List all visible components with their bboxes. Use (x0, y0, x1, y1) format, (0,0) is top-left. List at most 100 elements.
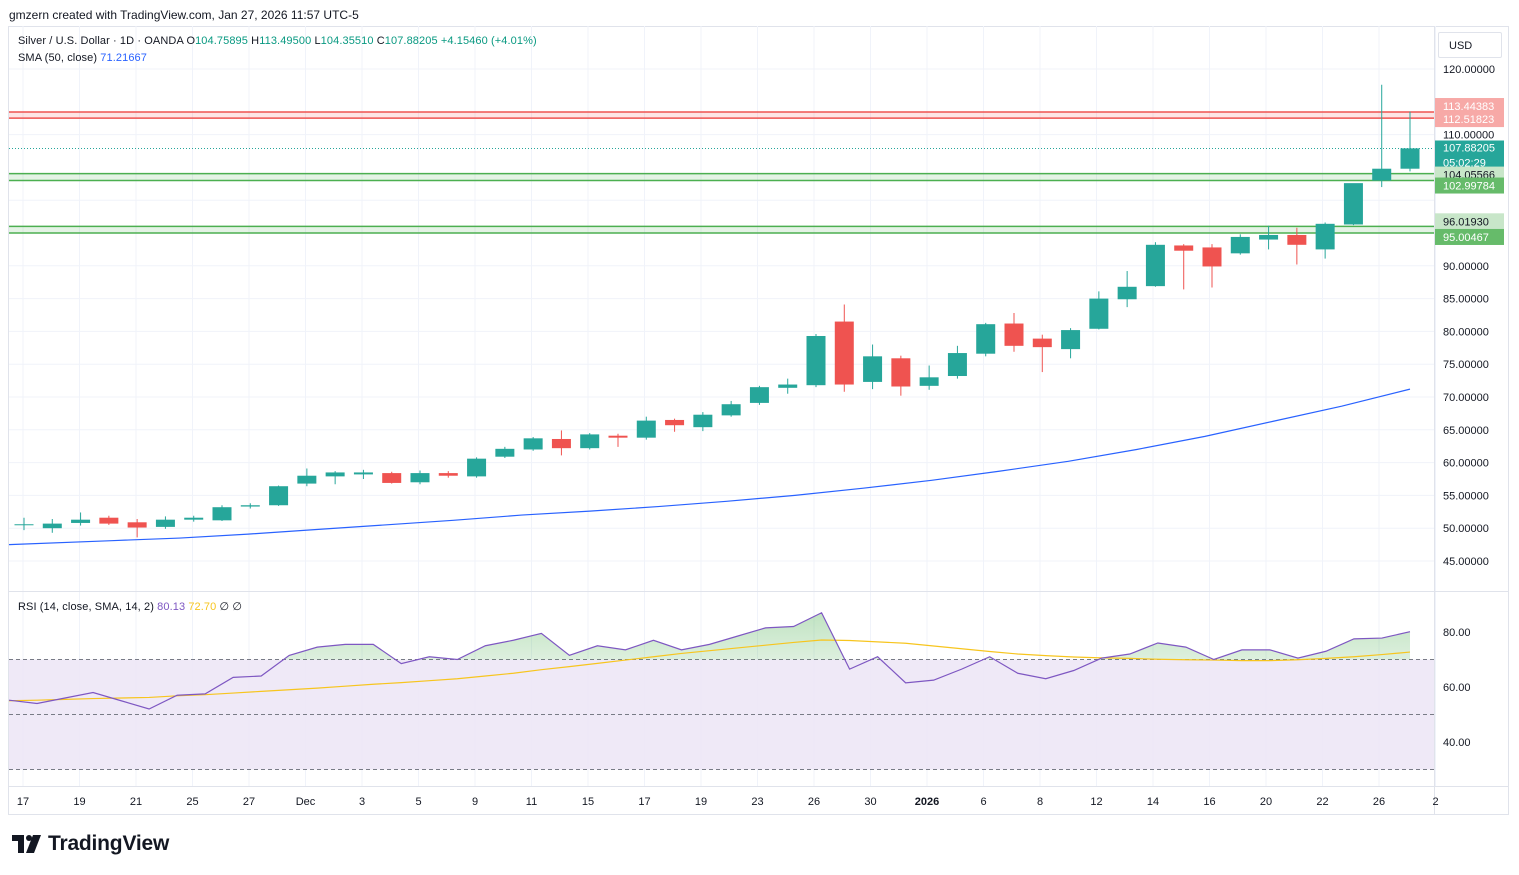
resistance-label-2-bg (1435, 111, 1504, 128)
rsi-extra-1: ∅ (219, 601, 230, 613)
candle-body (99, 517, 119, 524)
time-tick-label: Dec (296, 796, 316, 808)
candle-up (212, 505, 232, 521)
candle-body (1174, 245, 1194, 251)
time-tick-label: 16 (1203, 796, 1215, 808)
candle-body (947, 353, 967, 377)
time-tick-label: 25 (186, 796, 198, 808)
time-tick-label: 2 (1432, 796, 1438, 808)
time-tick-label: 14 (1147, 796, 1159, 808)
rsi-tick-label: 60.00 (1443, 682, 1471, 694)
candle-body (1287, 234, 1307, 245)
rsi-ma-value: 72.70 (188, 601, 217, 613)
support-zone-upper-fill (9, 173, 1434, 181)
rsi-label[interactable]: RSI (14, close, SMA, 14, 2) (18, 601, 154, 613)
candle-body (1315, 223, 1335, 250)
candle-body (806, 335, 826, 386)
time-tick-label: 19 (695, 796, 707, 808)
price-tick-label: 55.00000 (1443, 490, 1489, 502)
time-tick-label: 3 (359, 796, 365, 808)
candle-body (580, 434, 600, 449)
candle-down (1004, 313, 1024, 352)
candle-body (1230, 236, 1250, 254)
candle-body (240, 505, 260, 507)
candle-down (99, 515, 119, 525)
candle-body (353, 472, 373, 475)
candle-up (1315, 222, 1335, 259)
candle-up (1089, 291, 1109, 330)
sma-value: 71.21667 (100, 52, 147, 64)
candle-up (1145, 242, 1165, 287)
rsi-band-fill (9, 659, 1434, 770)
time-tick-label: 12 (1090, 796, 1102, 808)
candle-up (269, 485, 289, 506)
time-tick-label: 19 (73, 796, 85, 808)
candle-up (467, 457, 487, 478)
support-label-3: 96.01930 (1443, 216, 1489, 228)
symbol-title[interactable]: Silver / U.S. Dollar · 1D · OANDA (18, 35, 184, 47)
candle-body (410, 473, 430, 483)
candle-body (467, 458, 487, 477)
rsi-line (8, 611, 1411, 710)
candle-body (71, 519, 91, 523)
candles (14, 84, 1420, 538)
close-value: 107.88205 (384, 35, 438, 47)
last-price-label: 107.88205 (1443, 142, 1495, 154)
candle-body (551, 438, 571, 449)
chart-caption: gmzern created with TradingView.com, Jan… (9, 8, 359, 22)
candle-up (495, 446, 515, 459)
candle-up (1230, 234, 1250, 255)
candle-body (14, 524, 34, 526)
price-tick-label: 110.00000 (1443, 130, 1494, 142)
price-tick-label: 80.00000 (1443, 326, 1489, 338)
candle-down (1174, 244, 1194, 290)
time-tick-label: 22 (1316, 796, 1328, 808)
candle-up (353, 469, 373, 479)
price-tick-label: 85.00000 (1443, 294, 1489, 306)
candle-up (580, 433, 600, 450)
high-label: H (251, 35, 260, 47)
candle-up (1372, 84, 1392, 188)
candle-up (1343, 183, 1363, 226)
candle-up (1061, 328, 1081, 359)
rsi-ma-line (8, 639, 1411, 702)
candle-body (721, 404, 741, 416)
support-label-2: 102.99784 (1443, 181, 1495, 193)
time-tick-label: 17 (638, 796, 650, 808)
candle-up (749, 385, 769, 405)
price-legend: Silver / U.S. Dollar · 1D · OANDA O104.7… (18, 35, 537, 47)
price-tick-label: 60.00000 (1443, 458, 1489, 470)
tradingview-logo-icon (12, 835, 41, 853)
candle-up (778, 378, 798, 394)
time-tick-label: 26 (1373, 796, 1385, 808)
time-tick-label: 26 (808, 796, 820, 808)
candle-body (1343, 183, 1363, 225)
candle-down (834, 304, 854, 392)
candle-body (184, 517, 204, 520)
candle-body (749, 387, 769, 403)
price-tick-label: 65.00000 (1443, 425, 1489, 437)
candle-body (1259, 234, 1279, 240)
candle-up (14, 517, 34, 531)
candle-body (495, 448, 515, 457)
last-price-bg (1435, 140, 1504, 172)
candle-up (42, 519, 62, 533)
time-tick-label: 23 (751, 796, 763, 808)
currency-button[interactable]: USD (1438, 32, 1502, 58)
countdown-label: 05:02:29 (1443, 157, 1486, 169)
sma-line (8, 388, 1411, 546)
candle-body (636, 420, 656, 438)
candle-body (127, 522, 147, 528)
candle-down (891, 355, 911, 396)
sma-label[interactable]: SMA (50, close) (18, 52, 98, 64)
time-tick-label: 9 (472, 796, 478, 808)
price-tick-label: 45.00000 (1443, 556, 1489, 568)
candle-up (325, 471, 345, 485)
candle-body (42, 523, 62, 529)
rsi-extra-2: ∅ (232, 601, 243, 613)
candle-up (297, 468, 317, 487)
time-tick-label: 11 (526, 796, 537, 808)
candle-body (155, 519, 175, 527)
candle-body (382, 473, 402, 483)
